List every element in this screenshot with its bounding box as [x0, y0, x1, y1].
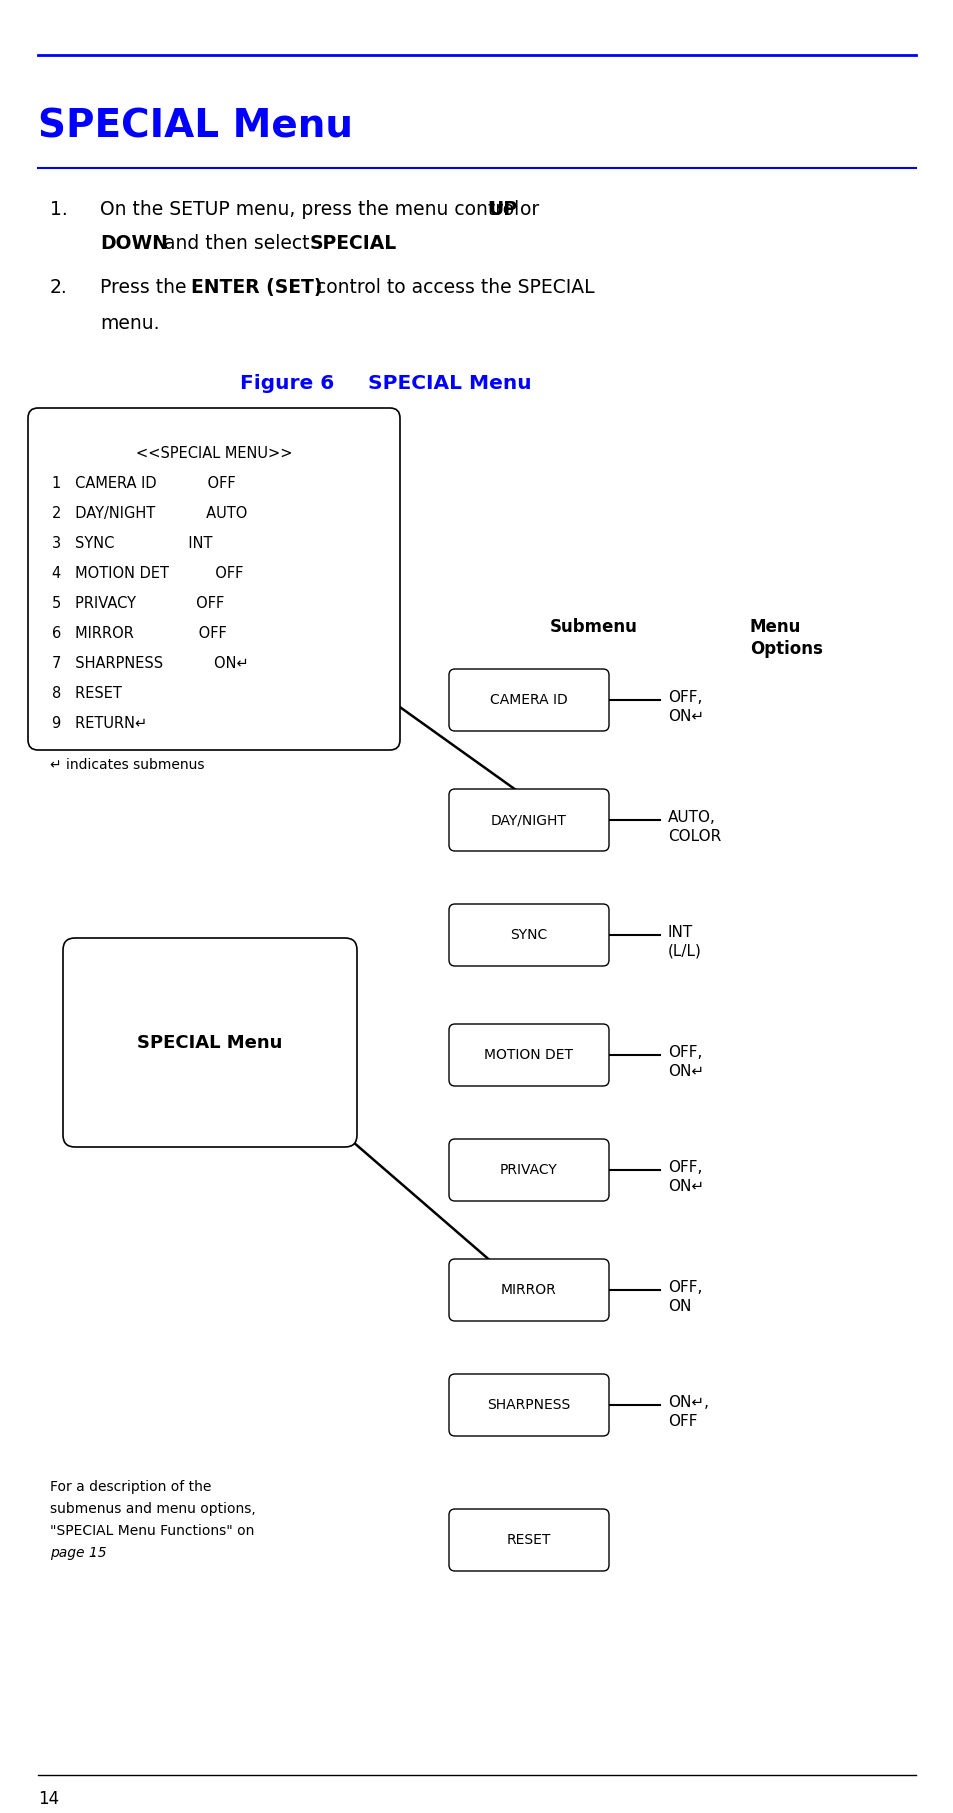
FancyBboxPatch shape	[449, 1258, 608, 1322]
Text: DAY/NIGHT: DAY/NIGHT	[491, 812, 566, 827]
Text: .: .	[91, 1546, 96, 1559]
Text: SPECIAL Menu: SPECIAL Menu	[38, 109, 353, 147]
Text: MIRROR: MIRROR	[500, 1284, 557, 1296]
Text: Menu
Options: Menu Options	[749, 618, 822, 658]
Text: 5   PRIVACY             OFF: 5 PRIVACY OFF	[52, 596, 224, 611]
Text: or: or	[514, 199, 538, 219]
FancyBboxPatch shape	[449, 669, 608, 731]
Text: menu.: menu.	[100, 314, 159, 334]
Text: Press the: Press the	[100, 277, 193, 297]
Text: OFF,
ON↵: OFF, ON↵	[667, 1044, 703, 1079]
Text: "SPECIAL Menu Functions" on: "SPECIAL Menu Functions" on	[50, 1525, 254, 1537]
FancyBboxPatch shape	[449, 789, 608, 850]
Text: DOWN: DOWN	[100, 234, 168, 254]
Text: 4   MOTION DET          OFF: 4 MOTION DET OFF	[52, 566, 243, 580]
Text: SHARPNESS: SHARPNESS	[487, 1398, 570, 1412]
Text: Figure 6: Figure 6	[240, 373, 334, 393]
FancyBboxPatch shape	[449, 1024, 608, 1086]
FancyBboxPatch shape	[449, 1508, 608, 1572]
FancyBboxPatch shape	[28, 408, 399, 751]
Text: SPECIAL: SPECIAL	[310, 234, 396, 254]
Text: 14: 14	[38, 1789, 59, 1808]
Text: 3   SYNC                INT: 3 SYNC INT	[52, 537, 213, 551]
Text: INT
(L/L): INT (L/L)	[667, 925, 701, 959]
Text: Submenu: Submenu	[550, 618, 638, 636]
Text: <<SPECIAL MENU>>: <<SPECIAL MENU>>	[135, 446, 292, 461]
FancyBboxPatch shape	[449, 1374, 608, 1436]
Text: 2.: 2.	[50, 277, 68, 297]
Text: CAMERA ID: CAMERA ID	[490, 693, 567, 707]
Text: ON↵,
OFF: ON↵, OFF	[667, 1394, 708, 1429]
Text: RESET: RESET	[506, 1534, 551, 1546]
Text: MOTION DET: MOTION DET	[484, 1048, 573, 1062]
Text: On the SETUP menu, press the menu control: On the SETUP menu, press the menu contro…	[100, 199, 525, 219]
Text: OFF,
ON↵: OFF, ON↵	[667, 691, 703, 723]
Text: 7   SHARPNESS           ON↵: 7 SHARPNESS ON↵	[52, 656, 249, 671]
Text: PRIVACY: PRIVACY	[499, 1162, 558, 1177]
Text: 1   CAMERA ID           OFF: 1 CAMERA ID OFF	[52, 477, 235, 491]
Text: 9   RETURN↵: 9 RETURN↵	[52, 716, 147, 731]
Text: page 15: page 15	[50, 1546, 107, 1559]
Text: ENTER (SET): ENTER (SET)	[191, 277, 322, 297]
Text: .: .	[390, 234, 395, 254]
Text: OFF,
ON: OFF, ON	[667, 1280, 701, 1314]
Text: 6   MIRROR              OFF: 6 MIRROR OFF	[52, 625, 227, 642]
Text: control to access the SPECIAL: control to access the SPECIAL	[310, 277, 594, 297]
FancyBboxPatch shape	[63, 937, 356, 1148]
Text: 1.: 1.	[50, 199, 68, 219]
Text: SYNC: SYNC	[510, 928, 547, 943]
Text: SPECIAL Menu: SPECIAL Menu	[137, 1033, 282, 1052]
Text: OFF,
ON↵: OFF, ON↵	[667, 1160, 703, 1193]
Text: AUTO,
COLOR: AUTO, COLOR	[667, 810, 720, 843]
Text: and then select: and then select	[158, 234, 315, 254]
Text: 2   DAY/NIGHT           AUTO: 2 DAY/NIGHT AUTO	[52, 506, 247, 520]
FancyBboxPatch shape	[449, 905, 608, 966]
Text: SPECIAL Menu: SPECIAL Menu	[339, 373, 531, 393]
FancyBboxPatch shape	[449, 1139, 608, 1200]
Text: submenus and menu options,: submenus and menu options,	[50, 1501, 255, 1516]
Text: 8   RESET: 8 RESET	[52, 685, 122, 702]
Text: For a description of the: For a description of the	[50, 1479, 212, 1494]
Text: UP: UP	[488, 199, 517, 219]
Text: ↵ indicates submenus: ↵ indicates submenus	[50, 758, 204, 772]
